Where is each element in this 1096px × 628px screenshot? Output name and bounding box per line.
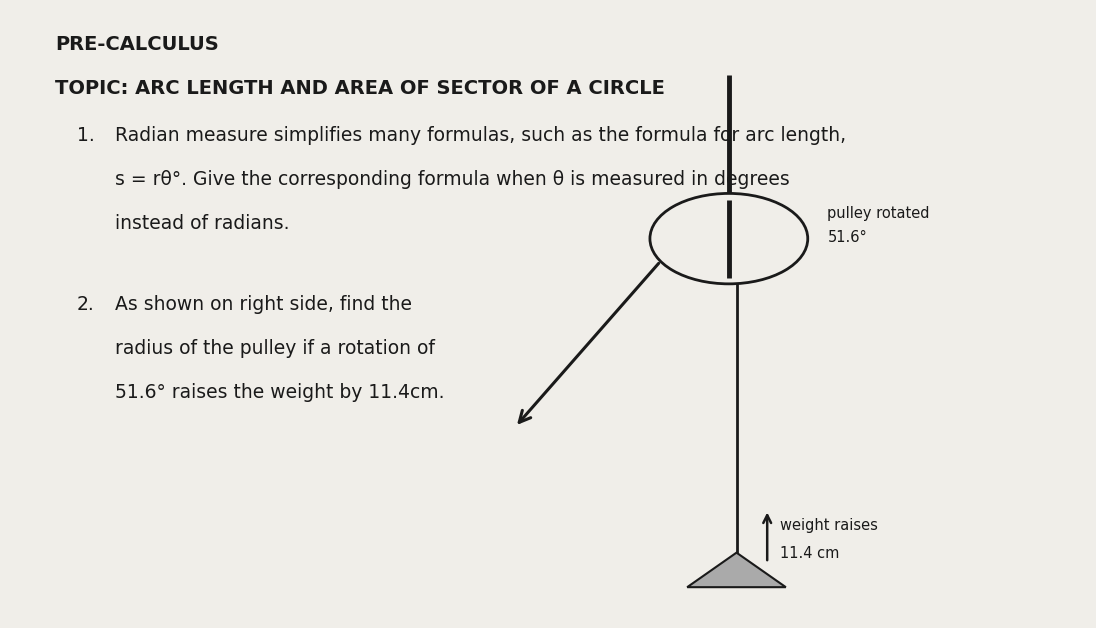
Text: 51.6°: 51.6°: [827, 230, 867, 245]
Text: 2.: 2.: [77, 295, 94, 314]
Text: Radian measure simplifies many formulas, such as the formula for arc length,: Radian measure simplifies many formulas,…: [115, 126, 846, 144]
Text: pulley rotated: pulley rotated: [827, 206, 931, 221]
Text: TOPIC: ARC LENGTH AND AREA OF SECTOR OF A CIRCLE: TOPIC: ARC LENGTH AND AREA OF SECTOR OF …: [55, 78, 664, 97]
Text: instead of radians.: instead of radians.: [115, 214, 289, 232]
Text: weight raises: weight raises: [780, 517, 878, 533]
Text: 1.: 1.: [77, 126, 94, 144]
Text: As shown on right side, find the: As shown on right side, find the: [115, 295, 412, 314]
Text: s = rθ°. Give the corresponding formula when θ is measured in degrees: s = rθ°. Give the corresponding formula …: [115, 170, 790, 188]
Text: 51.6° raises the weight by 11.4cm.: 51.6° raises the weight by 11.4cm.: [115, 383, 445, 402]
Text: 11.4 cm: 11.4 cm: [780, 546, 840, 561]
Text: radius of the pulley if a rotation of: radius of the pulley if a rotation of: [115, 339, 435, 358]
Polygon shape: [687, 553, 786, 587]
Text: PRE-CALCULUS: PRE-CALCULUS: [55, 35, 218, 53]
